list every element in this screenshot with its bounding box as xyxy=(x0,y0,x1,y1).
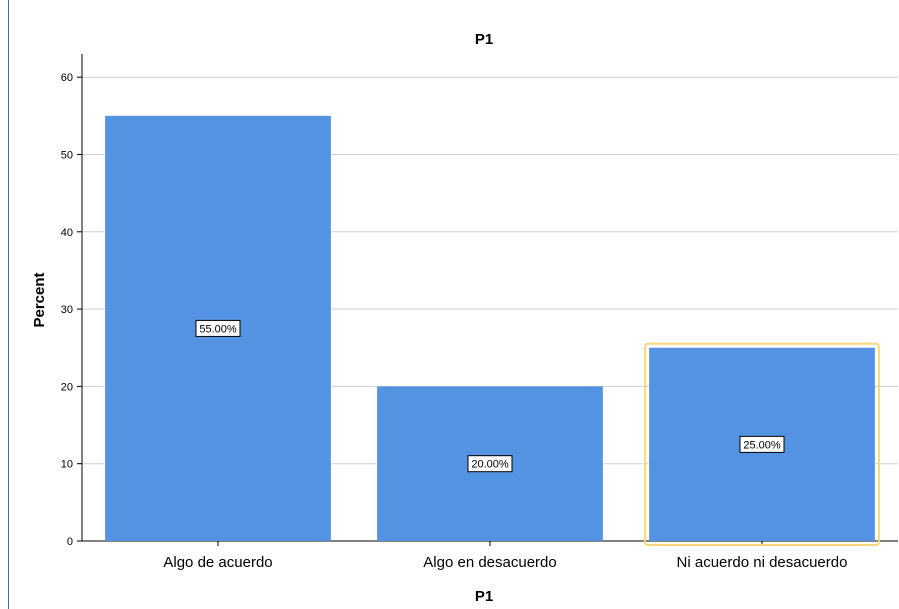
tick-labels: 0 10 20 30 40 50 60 Algo de acuerdo Algo en desa… xyxy=(61,72,848,571)
selected-bar-outline xyxy=(644,342,880,546)
data-label-box xyxy=(467,455,513,473)
data-label-box xyxy=(739,435,785,453)
y-tick-label: 20 xyxy=(61,381,73,393)
x-axis-title: P1 xyxy=(475,588,493,605)
data-label: 25.00% xyxy=(743,439,781,451)
frame-left-edge xyxy=(8,0,9,609)
y-axis-title: Percent xyxy=(31,272,48,327)
y-tick-label: 0 xyxy=(67,536,73,548)
data-label: 55.00% xyxy=(199,323,237,335)
y-tick-label: 60 xyxy=(61,72,73,84)
data-labels: 55.00% 20.00% 25.00% xyxy=(195,319,785,473)
y-tick-label: 50 xyxy=(61,149,73,161)
y-tick-label: 40 xyxy=(61,227,73,239)
x-tick-label: Ni acuerdo ni desacuerdo xyxy=(677,554,848,571)
data-label: 20.00% xyxy=(471,459,509,471)
y-tick-label: 10 xyxy=(61,459,73,471)
y-tick-label: 30 xyxy=(61,304,73,316)
x-tick-label: Algo en desacuerdo xyxy=(423,554,556,571)
data-label-box xyxy=(195,319,241,337)
chart-title: P1 xyxy=(475,31,493,48)
x-tick-label: Algo de acuerdo xyxy=(163,554,272,571)
